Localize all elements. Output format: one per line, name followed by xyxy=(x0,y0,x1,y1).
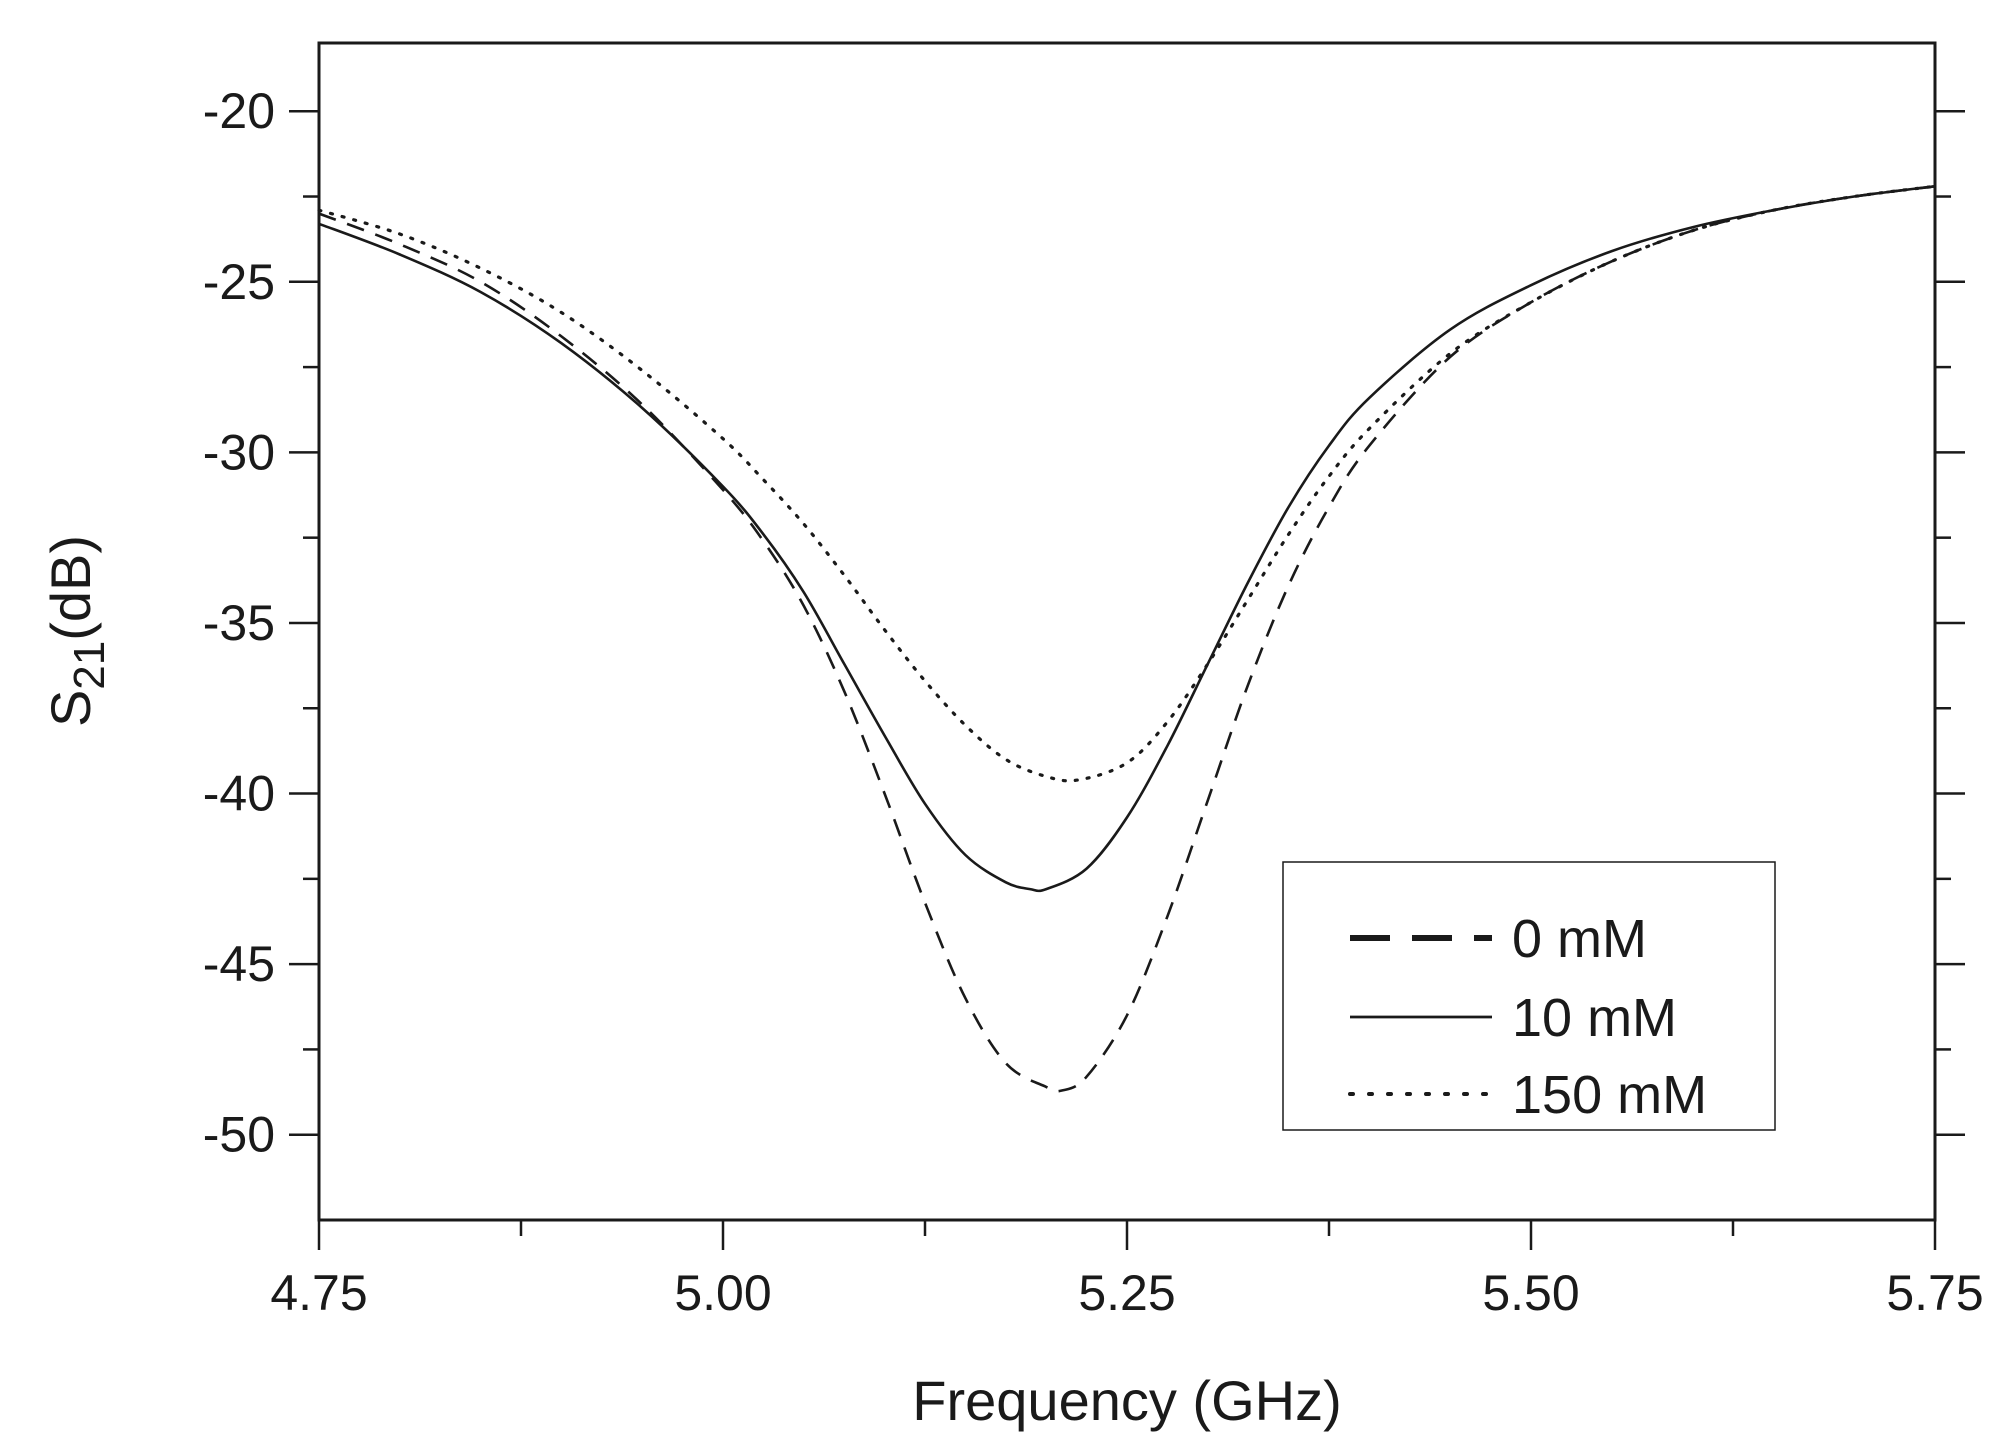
series-line-150-mm xyxy=(317,184,1937,783)
y-tick-label: -40 xyxy=(203,766,275,822)
x-tick-label: 5.25 xyxy=(1078,1265,1175,1321)
legend: 0 mM 10 mM 150 mM xyxy=(1282,861,1776,1131)
y-tick-label: -25 xyxy=(203,254,275,310)
x-tick-label: 5.75 xyxy=(1886,1265,1983,1321)
y-tick-label: -50 xyxy=(203,1107,275,1163)
x-axis-title: Frequency (GHz) xyxy=(912,1369,1341,1432)
y-axis-title-unit: (dB) xyxy=(39,535,102,641)
y-axis-title-main: S xyxy=(39,690,102,727)
series-line-10-mm xyxy=(317,185,1937,893)
plot-series xyxy=(317,184,1937,1093)
legend-label-150-mm: 150 mM xyxy=(1512,1065,1707,1125)
y-tick-label: -45 xyxy=(203,936,275,992)
x-tick-labels: 4.75 5.00 5.25 5.50 5.75 xyxy=(270,1265,1983,1321)
y-tick-labels: -20 -25 -30 -35 -40 -45 -50 xyxy=(203,83,275,1162)
x-tick-label: 4.75 xyxy=(270,1265,367,1321)
legend-box xyxy=(1282,861,1776,1131)
legend-label-10-mm: 10 mM xyxy=(1512,988,1677,1048)
plot-area-frame xyxy=(317,41,1937,1222)
legend-label-0-mm: 0 mM xyxy=(1512,909,1647,969)
x-tick-label: 5.00 xyxy=(674,1265,771,1321)
y-tick-label: -20 xyxy=(203,83,275,139)
y-tick-marks xyxy=(289,109,1965,1136)
y-axis-title: S21(dB) xyxy=(39,535,114,727)
y-tick-label: -35 xyxy=(203,595,275,651)
y-axis-title-subscript: 21 xyxy=(65,641,114,690)
x-tick-label: 5.50 xyxy=(1482,1265,1579,1321)
y-tick-label: -30 xyxy=(203,424,275,480)
x-tick-marks xyxy=(317,1220,1937,1250)
